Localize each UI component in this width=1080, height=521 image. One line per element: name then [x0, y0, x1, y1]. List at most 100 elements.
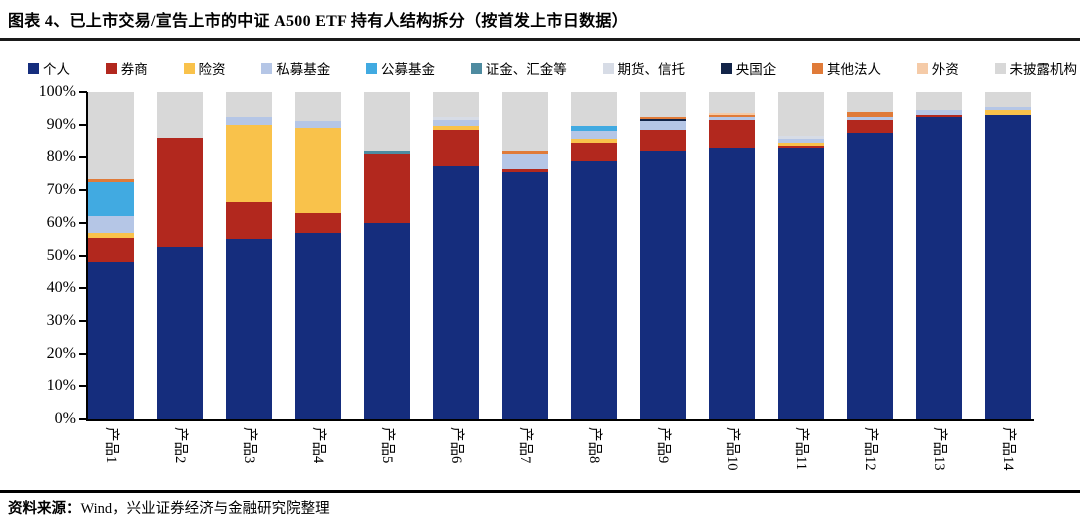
bar [916, 92, 962, 419]
legend-swatch-icon [602, 62, 614, 74]
legend-label: 证金、汇金等 [485, 62, 567, 77]
y-axis-label: 100% [38, 83, 76, 100]
legend-item: 未披露机构 [994, 58, 1077, 78]
y-axis-label: 50% [46, 246, 76, 264]
bar [157, 92, 203, 419]
bar-segment [88, 262, 134, 419]
bar-segment [709, 92, 755, 114]
y-axis-tick [79, 352, 87, 355]
bar-segment [778, 92, 824, 137]
bar-segment [778, 136, 824, 140]
bar-segment [847, 92, 893, 112]
bar-segment [502, 92, 548, 151]
bar-segment [226, 124, 272, 202]
bar-segment [364, 222, 410, 419]
x-axis-label: 产品10 [724, 427, 740, 471]
y-axis-label: 80% [46, 148, 76, 166]
bar-segment [502, 168, 548, 173]
bar-segment [226, 92, 272, 117]
y-axis-labels: 0% 10% 20% 30% 40% 50% 60% 70% 80% 90% 100% [0, 83, 76, 427]
bar-segment [571, 160, 617, 419]
legend-item: 期货、信托 [602, 58, 685, 78]
bar-segment [295, 128, 341, 214]
legend-label: 个人 [43, 62, 70, 77]
x-axis-label: 产品11 [793, 427, 809, 470]
bar-segment [502, 172, 548, 419]
bar-segment [985, 92, 1031, 107]
bar-segment [571, 139, 617, 143]
bar-segment [364, 92, 410, 151]
bar-segment [847, 111, 893, 117]
x-axis-label: 产品4 [310, 427, 326, 464]
y-axis-label: 90% [46, 115, 76, 133]
chart-title: 图表 4、已上市交易/宣告上市的中证 A500 ETF 持有人结构拆分（按首发上… [8, 13, 629, 30]
bar-segment [226, 239, 272, 419]
y-axis-tick [79, 418, 87, 420]
bar-segment [709, 147, 755, 419]
legend-item: 其他法人 [812, 58, 881, 78]
bar [295, 92, 341, 419]
bar-segment [433, 129, 479, 166]
y-axis-tick [79, 156, 87, 159]
bar-segment [157, 137, 203, 248]
bar-segment [433, 126, 479, 130]
legend-label: 公募基金 [381, 62, 435, 77]
y-axis-label: 60% [46, 213, 76, 231]
bar [640, 92, 686, 419]
legend-swatch-icon [916, 62, 928, 74]
bar [778, 92, 824, 419]
footer-divider [0, 490, 1080, 493]
legend-item: 证金、汇金等 [470, 58, 567, 78]
legend-swatch-icon [994, 62, 1006, 74]
y-axis-line [86, 92, 88, 420]
bar-segment [433, 92, 479, 117]
legend-swatch-icon [720, 62, 732, 74]
bar-segment [640, 92, 686, 117]
bar-segment [88, 178, 134, 182]
bar-segment [295, 121, 341, 128]
legend-swatch-icon [183, 62, 195, 74]
x-axis-label: 产品8 [586, 427, 602, 464]
legend-item: 私募基金 [261, 58, 330, 78]
bar-segment [985, 110, 1031, 115]
y-axis-tick [79, 91, 87, 93]
bar-segment [847, 116, 893, 120]
source-label: 资料来源： [8, 501, 81, 517]
bar-segment [88, 237, 134, 263]
source-text: Wind，兴业证券经济与金融研究院整理 [80, 501, 330, 517]
y-axis-tick [79, 385, 87, 388]
bar [709, 92, 755, 419]
bar-segment [916, 92, 962, 111]
legend-swatch-icon [470, 62, 482, 74]
x-axis-label: 产品5 [379, 427, 395, 464]
plot-area [88, 92, 1034, 419]
bar-segment [709, 119, 755, 148]
bar [502, 92, 548, 419]
x-axis-label: 产品14 [1000, 427, 1016, 471]
bar-segment [226, 201, 272, 240]
x-axis-label: 产品6 [448, 427, 464, 464]
bar-segment [571, 92, 617, 127]
bar [88, 92, 134, 419]
legend-swatch-icon [28, 62, 39, 74]
bar-segment [709, 116, 755, 120]
bar-segment [778, 142, 824, 146]
bar-segment [295, 92, 341, 122]
source-note: 资料来源：Wind，兴业证券经济与金融研究院整理 [8, 497, 330, 518]
bar-segment [640, 116, 686, 120]
x-axis-label: 产品1 [103, 427, 119, 464]
legend-label: 其他法人 [827, 62, 881, 77]
bar-segment [916, 110, 962, 115]
y-axis-label: 20% [46, 344, 76, 362]
bar-segment [364, 154, 410, 223]
legend-item: 券商 [105, 58, 148, 78]
x-axis-label: 产品7 [517, 427, 533, 464]
bar-segment [88, 216, 134, 233]
bar-segment [88, 181, 134, 217]
x-axis-label: 产品13 [931, 427, 947, 471]
legend-label: 央国企 [735, 62, 777, 77]
bar-segment [778, 147, 824, 419]
bar-segment [778, 145, 824, 148]
bar-segment [640, 119, 686, 122]
